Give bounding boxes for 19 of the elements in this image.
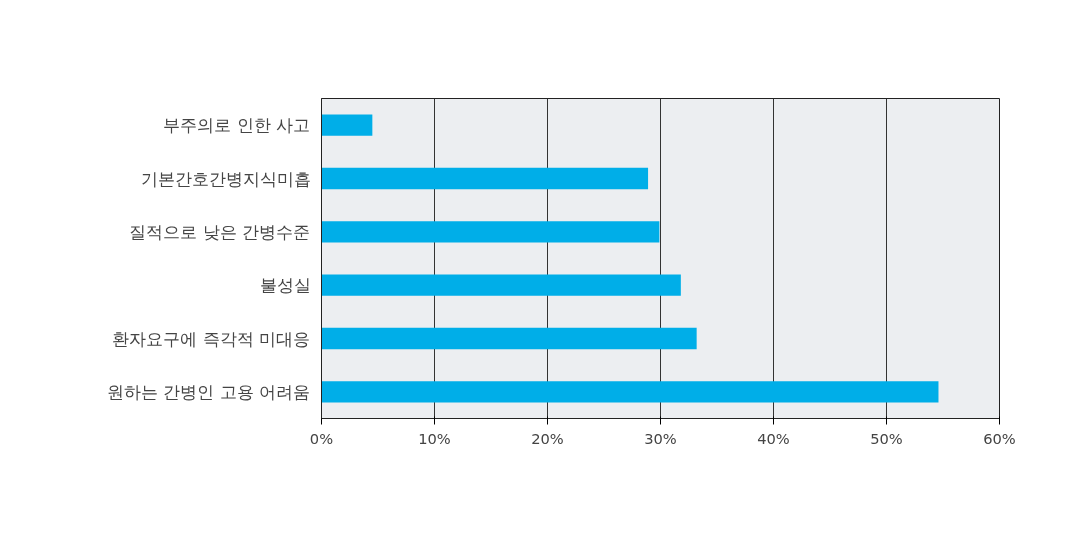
y-tick-label: 환자요구에 즉각적 미대응 [112, 328, 311, 349]
x-tick-label: 0% [309, 429, 334, 447]
x-tick-label: 60% [983, 429, 1016, 447]
bar [321, 327, 697, 350]
x-tick-label: 30% [644, 429, 677, 447]
y-tick-label: 부주의로 인한 사고 [163, 115, 311, 136]
x-tick-label: 20% [531, 429, 564, 447]
bar [321, 381, 939, 403]
x-tick-label: 40% [757, 429, 790, 447]
bar [321, 114, 373, 136]
bar [321, 221, 660, 243]
bar [321, 274, 681, 296]
y-tick-label: 불성실 [259, 275, 311, 296]
x-tick-label: 10% [418, 429, 451, 447]
bar [321, 167, 649, 190]
x-tick-label: 50% [870, 429, 903, 447]
y-tick-label: 기본간호간병지식미흡 [140, 168, 311, 189]
y-tick-label: 질적으로 낮은 간병수준 [129, 221, 311, 242]
y-tick-label: 원하는 간병인 고용 어려움 [106, 381, 311, 402]
